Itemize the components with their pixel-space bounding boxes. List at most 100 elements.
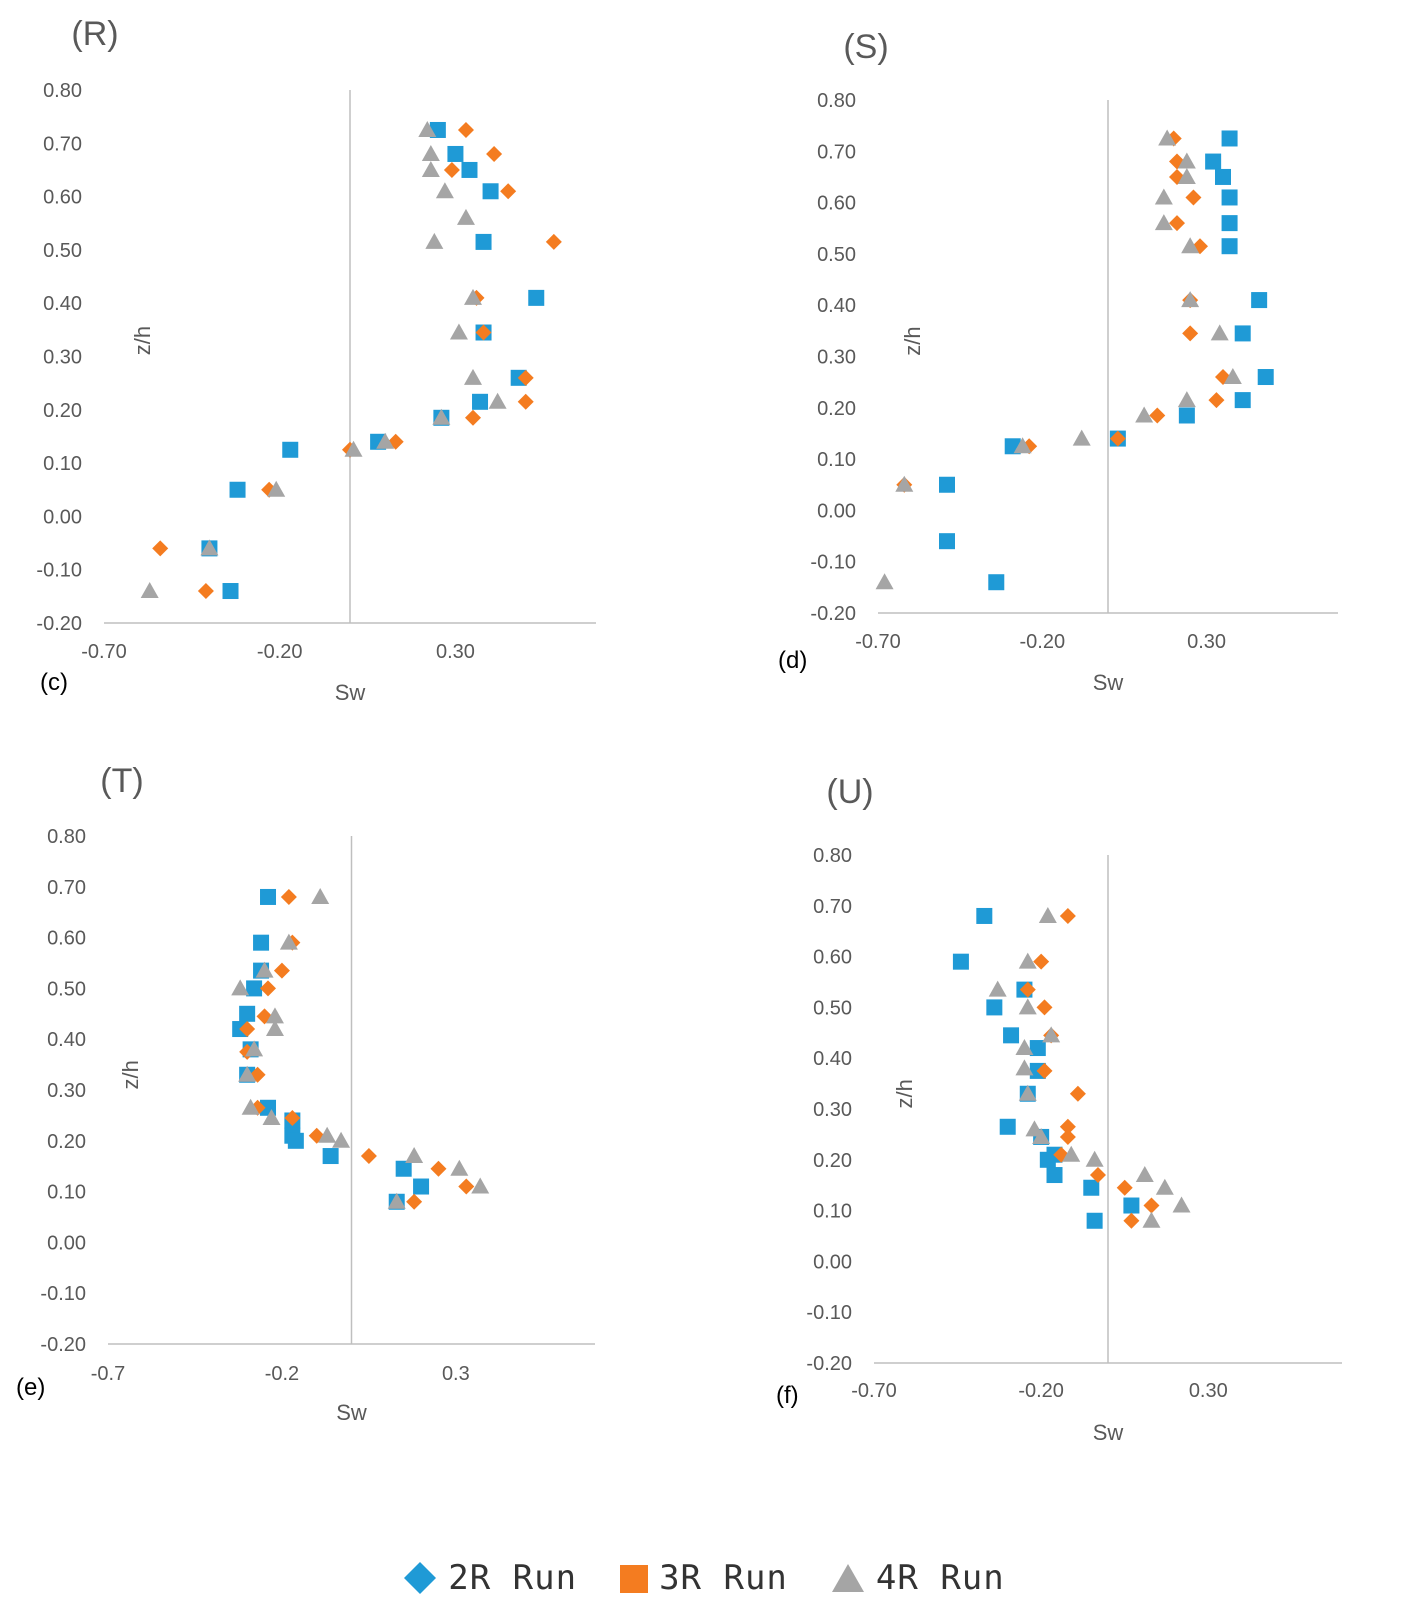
data-point-triangle bbox=[1177, 152, 1196, 169]
y-tick-label: 0.10 bbox=[47, 1182, 86, 1204]
data-point-triangle bbox=[1062, 1145, 1081, 1162]
data-point-diamond bbox=[1208, 392, 1225, 409]
data-point-square bbox=[988, 574, 1005, 591]
data-point-diamond bbox=[1019, 981, 1036, 998]
y-tick-label: -0.20 bbox=[810, 603, 856, 625]
data-point-diamond bbox=[284, 1109, 301, 1126]
data-point-square bbox=[986, 999, 1003, 1016]
data-point-diamond bbox=[197, 583, 214, 600]
y-tick-label: 0.30 bbox=[817, 347, 856, 369]
data-point-square bbox=[1257, 369, 1274, 386]
legend: 2R Run 3R Run 4R Run bbox=[0, 1548, 1405, 1608]
data-point-triangle bbox=[140, 582, 159, 599]
data-point-square bbox=[229, 481, 246, 498]
data-point-triangle bbox=[435, 182, 454, 199]
y-tick-label: 0.80 bbox=[817, 90, 856, 112]
series-diamond bbox=[896, 130, 1231, 493]
data-point-triangle bbox=[988, 980, 1007, 997]
data-point-diamond bbox=[1059, 907, 1076, 924]
data-point-triangle bbox=[1015, 1059, 1034, 1076]
data-point-triangle bbox=[471, 1177, 490, 1194]
panel-label: (d) bbox=[778, 647, 807, 674]
y-tick-label: 0.00 bbox=[43, 506, 82, 528]
data-point-triangle bbox=[1018, 998, 1037, 1015]
y-tick-label: 0.30 bbox=[43, 347, 82, 369]
data-point-diamond bbox=[152, 540, 169, 557]
data-point-square bbox=[282, 441, 299, 458]
data-point-triangle bbox=[241, 1098, 260, 1115]
data-point-diamond bbox=[1185, 189, 1202, 206]
data-point-triangle bbox=[450, 1159, 469, 1176]
data-point-triangle bbox=[245, 1040, 264, 1057]
panel-title: (S) bbox=[843, 28, 888, 66]
data-point-square bbox=[528, 289, 545, 306]
data-point-diamond bbox=[465, 409, 481, 426]
data-point-triangle bbox=[1015, 1039, 1034, 1056]
x-tick-label: -0.20 bbox=[1018, 1380, 1064, 1402]
data-point-square bbox=[482, 183, 499, 200]
data-point-diamond bbox=[1143, 1197, 1160, 1214]
data-point-triangle bbox=[405, 1147, 424, 1164]
data-point-square bbox=[1221, 215, 1238, 232]
data-point-square bbox=[939, 533, 955, 550]
data-point-diamond bbox=[457, 121, 474, 138]
data-point-diamond bbox=[249, 1066, 266, 1083]
y-tick-label: 0.80 bbox=[43, 80, 82, 102]
data-point-square bbox=[447, 145, 464, 162]
data-point-square bbox=[1083, 1179, 1100, 1196]
data-point-triangle bbox=[1155, 1178, 1174, 1195]
series-triangle bbox=[875, 129, 1242, 590]
series-triangle bbox=[988, 906, 1191, 1228]
data-point-triangle bbox=[311, 887, 330, 904]
y-tick-label: 0.70 bbox=[47, 877, 86, 899]
data-point-triangle bbox=[1072, 429, 1091, 446]
data-point-square bbox=[253, 934, 270, 951]
data-point-triangle bbox=[1038, 906, 1057, 923]
chart-panel-1: -0.20 -0.10 0.00 0.10 0.20 0.30 0.40 0.50 0.60 0.… bbox=[36, 15, 596, 705]
data-point-triangle bbox=[265, 1007, 284, 1024]
series-triangle bbox=[231, 887, 490, 1209]
x-tick-label: -0.7 bbox=[91, 1363, 125, 1385]
x-tick-label: 0.3 bbox=[442, 1363, 470, 1385]
y-tick-label: 0.20 bbox=[813, 1150, 852, 1172]
y-tick-label: -0.10 bbox=[810, 552, 856, 574]
y-tick-label: 0.70 bbox=[813, 896, 852, 918]
y-axis-title: z/h bbox=[900, 326, 925, 355]
data-point-diamond bbox=[1069, 1085, 1086, 1102]
x-axis-title: Sw bbox=[1093, 670, 1124, 695]
data-point-square bbox=[1215, 168, 1231, 185]
data-point-triangle bbox=[449, 323, 468, 340]
data-point-triangle bbox=[318, 1126, 337, 1143]
data-point-triangle bbox=[1018, 952, 1037, 969]
data-point-diamond bbox=[1116, 1179, 1133, 1196]
y-tick-label: 0.00 bbox=[47, 1232, 86, 1254]
x-tick-label: 0.30 bbox=[1187, 631, 1226, 653]
data-point-triangle bbox=[255, 961, 274, 978]
chart-panel-4: -0.20 -0.10 0.00 0.10 0.20 0.30 0.40 0.50 0.60 0.… bbox=[776, 773, 1342, 1445]
data-point-triangle bbox=[1181, 291, 1200, 308]
data-point-triangle bbox=[875, 573, 894, 590]
y-tick-label: 0.80 bbox=[813, 845, 852, 867]
data-point-triangle bbox=[1177, 391, 1196, 408]
data-point-square bbox=[322, 1148, 339, 1165]
y-tick-label: 0.30 bbox=[47, 1080, 86, 1102]
data-point-triangle bbox=[1223, 368, 1242, 385]
series-diamond bbox=[152, 121, 562, 600]
triangle-icon bbox=[831, 1564, 864, 1592]
data-point-square bbox=[1221, 130, 1238, 147]
data-point-triangle bbox=[279, 933, 298, 950]
y-axis-title: z/h bbox=[892, 1079, 917, 1108]
diamond-icon bbox=[404, 1562, 437, 1594]
data-point-diamond bbox=[273, 962, 290, 979]
y-tick-label: 0.40 bbox=[47, 1029, 86, 1051]
y-tick-label: -0.20 bbox=[806, 1353, 852, 1375]
y-tick-label: 0.50 bbox=[47, 978, 86, 1000]
y-tick-label: 0.40 bbox=[43, 293, 82, 315]
data-point-triangle bbox=[418, 120, 437, 137]
series-square bbox=[201, 121, 545, 600]
data-point-triangle bbox=[376, 432, 395, 449]
y-tick-label: 0.10 bbox=[813, 1201, 852, 1223]
x-tick-label: 0.30 bbox=[436, 641, 475, 663]
chart-panel-3: -0.20 -0.10 0.00 0.10 0.20 0.30 0.40 0.50 0.60 0.… bbox=[16, 762, 595, 1425]
